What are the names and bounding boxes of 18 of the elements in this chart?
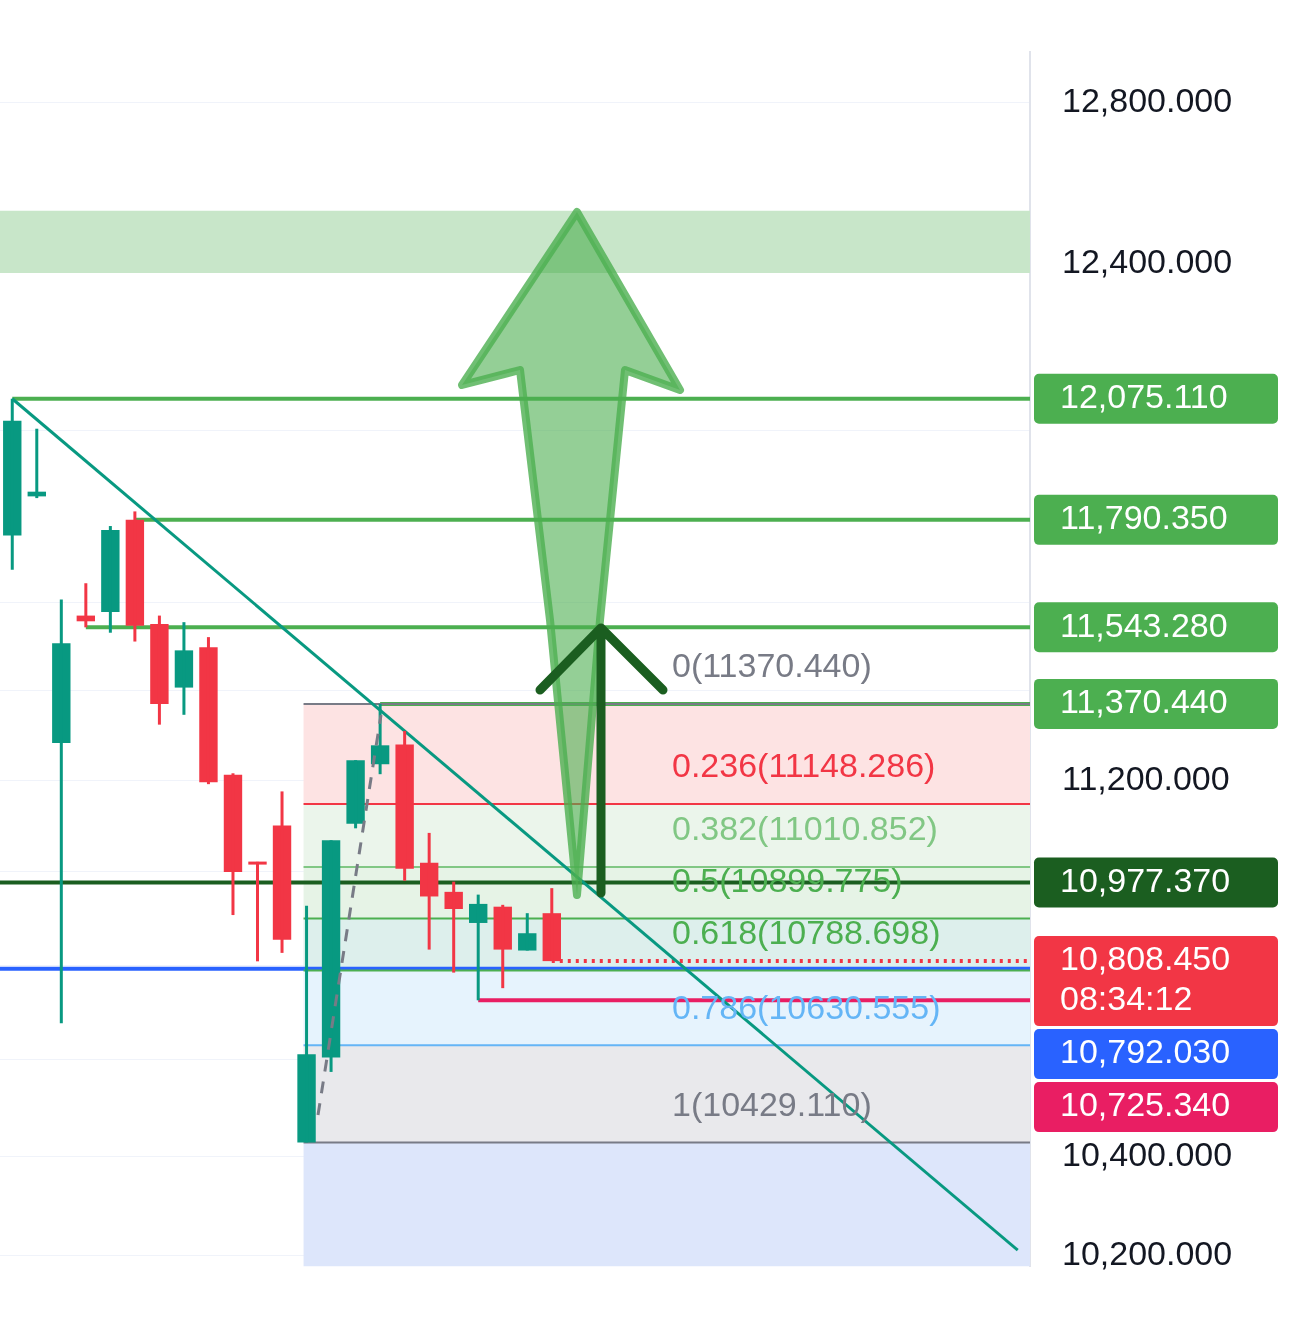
annotation: 0.382(11010.852) bbox=[672, 809, 938, 848]
text: 08:34:12 bbox=[1060, 979, 1193, 1018]
y-tick-label: 10,400.000 bbox=[1062, 1134, 1233, 1173]
ref-line-label: 11,790.350 bbox=[1060, 498, 1228, 537]
y-tick-label: 12,800.000 bbox=[1062, 81, 1233, 120]
annotation: 0(11370.440) bbox=[672, 646, 872, 685]
ref-line-label: 11,543.280 bbox=[1060, 605, 1228, 644]
annotation: 0.618(10788.698) bbox=[672, 912, 941, 951]
y-tick-label: 11,200.000 bbox=[1062, 758, 1230, 797]
ref-line-label: 10,808.450 bbox=[1060, 939, 1231, 978]
ref-line-label: 11,370.440 bbox=[1060, 682, 1228, 721]
ref-line-label: 12,075.110 bbox=[1060, 377, 1228, 416]
ref-line-label: 10,725.340 bbox=[1060, 1085, 1231, 1124]
y-tick-label: 12,400.000 bbox=[1062, 242, 1233, 281]
annotation: 0.236(11148.286) bbox=[672, 746, 936, 785]
ref-line-label: 10,977.370 bbox=[1060, 860, 1231, 899]
ref-line-label: 10,792.030 bbox=[1060, 1032, 1231, 1071]
y-tick-label: 10,200.000 bbox=[1062, 1233, 1233, 1272]
